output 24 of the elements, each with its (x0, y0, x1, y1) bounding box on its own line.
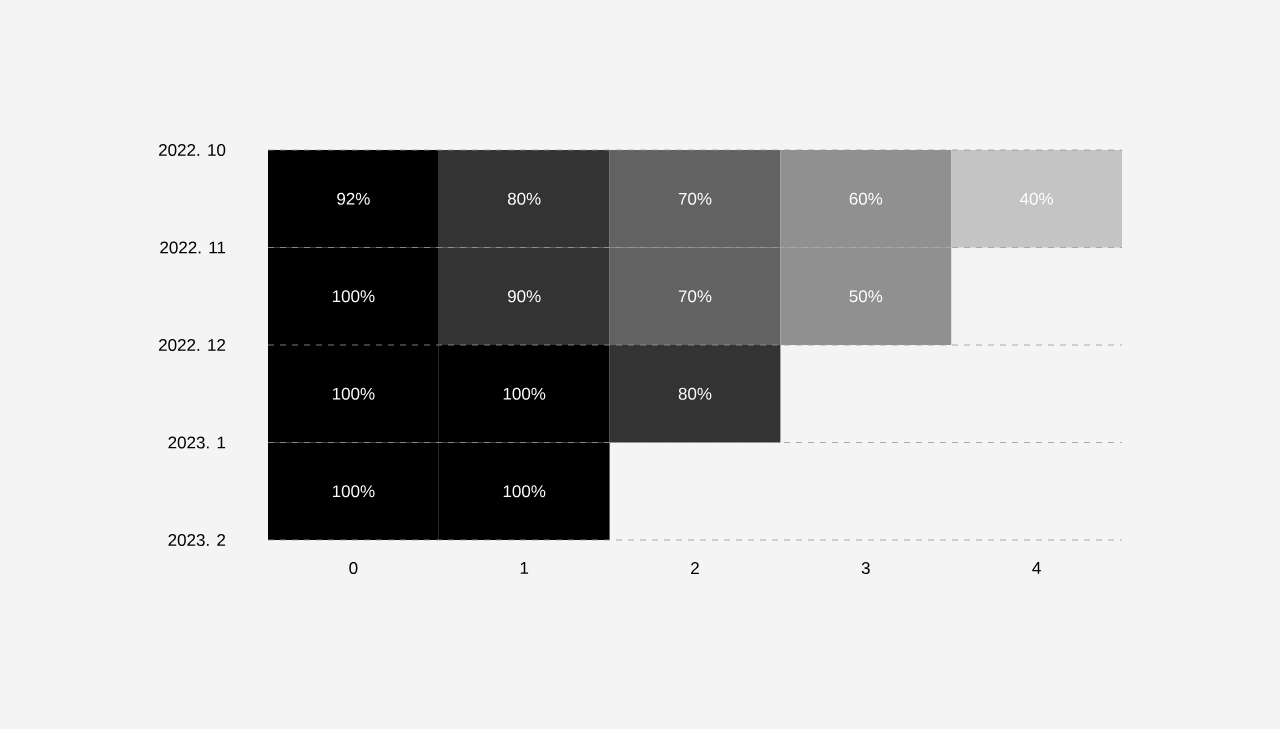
x-tick-label: 3 (861, 562, 870, 575)
data-label: 70% (678, 192, 712, 205)
x-tick-label: 0 (349, 562, 358, 575)
data-label: 100% (332, 290, 375, 303)
data-label: 80% (507, 192, 541, 205)
y-tick-label: 2022. 12 (159, 339, 226, 352)
y-tick-label: 2023. 2 (168, 534, 226, 547)
y-tick-label: 2022. 10 (159, 144, 226, 157)
y-tick-label: 2023. 1 (168, 436, 226, 449)
data-label: 90% (507, 290, 541, 303)
data-label: 92% (337, 192, 370, 205)
data-label: 100% (332, 387, 375, 400)
x-tick-label: 2 (691, 562, 699, 574)
x-tick-label: 1 (520, 562, 529, 574)
data-label: 100% (503, 387, 546, 400)
y-tick-label: 2022. 11 (160, 241, 226, 254)
data-label: 50% (849, 290, 883, 303)
data-label: 40% (1019, 192, 1054, 205)
data-label: 100% (503, 485, 546, 498)
x-tick-label: 4 (1032, 562, 1041, 574)
data-label: 80% (678, 387, 712, 400)
data-label: 70% (678, 290, 712, 303)
data-label: 60% (849, 192, 883, 205)
data-label: 100% (332, 485, 375, 498)
